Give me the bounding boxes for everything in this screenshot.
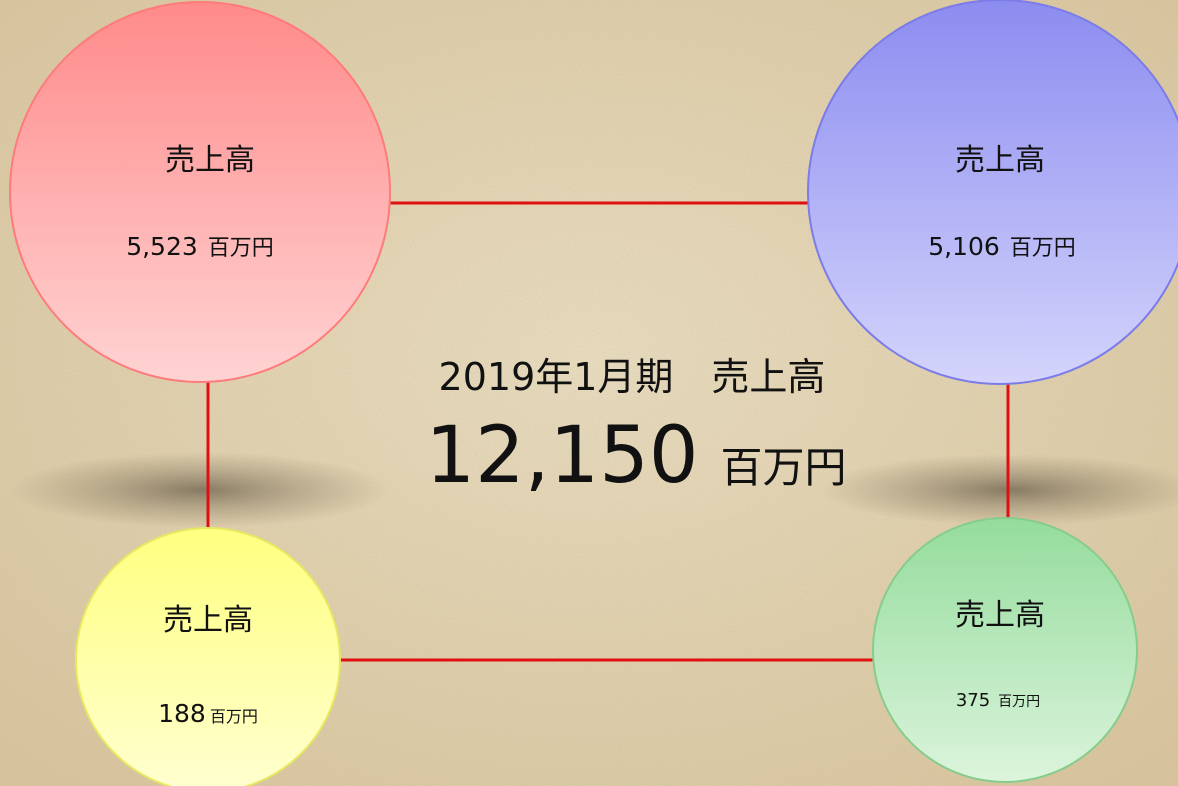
node-circle [872, 517, 1138, 783]
node-value: 5,523 [126, 232, 198, 261]
center-total: 12,150 百万円 [426, 411, 847, 501]
node-value-line: 375 百万円 [956, 690, 1040, 711]
center-value: 12,150 [426, 411, 699, 501]
node-value-line: 5,523 百万円 [126, 232, 274, 261]
node-label: 売上高 [165, 143, 255, 178]
node-unit: 百万円 [210, 707, 258, 726]
node-label: 売上高 [955, 143, 1045, 178]
center-unit: 百万円 [720, 443, 846, 492]
shadow [10, 452, 390, 528]
node-value-line: 5,106 百万円 [928, 232, 1076, 261]
center-title: 2019年1月期 売上高 [439, 355, 826, 399]
node-unit: 百万円 [208, 236, 274, 261]
node-value: 188 [158, 699, 206, 728]
shadow [820, 454, 1178, 526]
node-circle [9, 1, 391, 383]
node-value-line: 188 百万円 [158, 699, 258, 728]
node-value: 5,106 [928, 232, 1000, 261]
node-circle [807, 0, 1178, 385]
node-label: 売上高 [955, 598, 1045, 633]
node-value: 375 [956, 690, 990, 711]
connectors [206, 201, 1010, 662]
node-label: 売上高 [163, 603, 253, 638]
node-unit: 百万円 [1010, 236, 1076, 261]
node-circle [75, 527, 341, 786]
node-unit: 百万円 [998, 694, 1040, 710]
